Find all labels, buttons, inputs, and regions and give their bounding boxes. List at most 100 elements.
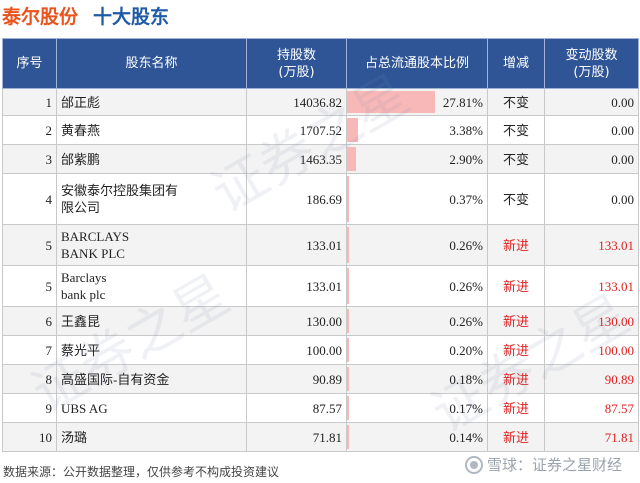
- holder-name-line2: BANK PLC: [61, 246, 125, 261]
- change-shares-cell: 90.89: [544, 364, 639, 394]
- table-header-row: 序号 股东名称 持股数 (万股) 占总流通股本比例 增减 变动股数 (万股): [2, 38, 639, 89]
- ratio-value: 0.26%: [449, 313, 483, 329]
- table-row: 2 黄春燕 1707.52 3.38% 不变 0.00: [2, 115, 639, 145]
- ratio-cell: 0.26%: [346, 265, 488, 307]
- rank-cell: 5: [2, 224, 57, 266]
- ratio-value: 0.17%: [449, 400, 483, 416]
- change-shares-cell: 0.00: [544, 115, 639, 145]
- ratio-value: 0.26%: [449, 278, 483, 294]
- ratio-value: 0.18%: [449, 371, 483, 387]
- shares-cell: 90.89: [246, 364, 347, 394]
- ratio-bar: [347, 338, 349, 362]
- header-change-shares: 变动股数 (万股): [544, 38, 639, 89]
- ratio-value: 0.14%: [449, 429, 483, 445]
- change-cell: 不变: [487, 88, 545, 116]
- rank-cell: 5: [2, 265, 57, 307]
- rank-cell: 6: [2, 306, 57, 336]
- change-shares-cell: 133.01: [544, 224, 639, 266]
- change-cell: 新进: [487, 224, 545, 266]
- change-shares-cell: 87.57: [544, 393, 639, 423]
- change-cell: 新进: [487, 335, 545, 365]
- table-row: 7 蔡光平 100.00 0.20% 新进 100.00: [2, 335, 639, 365]
- ratio-cell: 0.17%: [346, 393, 488, 423]
- change-cell: 新进: [487, 422, 545, 452]
- table-row: 3 邰紫鹏 1463.35 2.90% 不变 0.00: [2, 144, 639, 174]
- table-row: 5 Barclays bank plc 133.01 0.26% 新进 133.01: [2, 265, 639, 307]
- snowball-logo-icon: [464, 455, 483, 474]
- ratio-cell: 0.20%: [346, 335, 488, 365]
- shares-cell: 186.69: [246, 173, 347, 225]
- section-title: 十大股东: [93, 6, 170, 28]
- ratio-cell: 0.37%: [346, 173, 488, 225]
- header-shares-line2: (万股): [278, 64, 315, 80]
- rank-cell: 10: [2, 422, 57, 452]
- ratio-bar: [347, 425, 349, 449]
- title-bar: 泰尔股份 十大股东: [0, 0, 640, 36]
- company-title: 泰尔股份: [2, 6, 79, 28]
- table-row: 4 安徽泰尔控股集团有 限公司 186.69 0.37% 不变 0.00: [2, 173, 639, 225]
- holder-name-cell: 邰紫鹏: [56, 144, 247, 174]
- shares-cell: 1463.35: [246, 144, 347, 174]
- holder-name-line2: bank plc: [61, 287, 106, 302]
- rank-cell: 3: [2, 144, 57, 174]
- shares-cell: 71.81: [246, 422, 347, 452]
- ratio-cell: 0.18%: [346, 364, 488, 394]
- ratio-value: 0.37%: [449, 191, 483, 207]
- header-change-shares-line1: 变动股数: [565, 47, 618, 63]
- ratio-bar: [347, 118, 358, 142]
- ratio-cell: 0.26%: [346, 306, 488, 336]
- shares-cell: 100.00: [246, 335, 347, 365]
- holder-name-line1: 安徽泰尔控股集团有: [61, 183, 179, 198]
- data-source-note: 数据来源：公开数据整理，仅供参考不构成投资建议: [3, 465, 280, 479]
- shares-cell: 130.00: [246, 306, 347, 336]
- top-ten-holders-table: 序号 股东名称 持股数 (万股) 占总流通股本比例 增减 变动股数 (万股) 1…: [2, 38, 639, 452]
- header-shares-line1: 持股数: [276, 47, 316, 63]
- change-cell: 新进: [487, 364, 545, 394]
- table-row: 9 UBS AG 87.57 0.17% 新进 87.57: [2, 393, 639, 423]
- ratio-cell: 3.38%: [346, 115, 488, 145]
- rank-cell: 9: [2, 393, 57, 423]
- brand-text: 雪球：证券之星财经: [486, 456, 622, 474]
- change-cell: 新进: [487, 265, 545, 307]
- rank-cell: 4: [2, 173, 57, 225]
- change-cell: 不变: [487, 144, 545, 174]
- shares-cell: 133.01: [246, 265, 347, 307]
- ratio-value: 27.81%: [442, 94, 483, 110]
- change-shares-cell: 71.81: [544, 422, 639, 452]
- header-shares: 持股数 (万股): [246, 38, 347, 89]
- rank-cell: 8: [2, 364, 57, 394]
- holder-name-line1: 黄春燕: [61, 122, 101, 138]
- change-cell: 不变: [487, 115, 545, 145]
- change-cell: 不变: [487, 173, 545, 225]
- table-row: 6 王鑫昆 130.00 0.26% 新进 130.00: [2, 306, 639, 336]
- holder-name-cell: BARCLAYS BANK PLC: [56, 224, 247, 266]
- holder-name-line1: BARCLAYS: [61, 229, 130, 244]
- header-name: 股东名称: [56, 38, 247, 89]
- holder-name-cell: 蔡光平: [56, 335, 247, 365]
- header-change-shares-line2: (万股): [573, 64, 610, 80]
- holder-name-cell: 邰正彪: [56, 88, 247, 116]
- header-rank: 序号: [2, 38, 57, 89]
- ratio-bar: [347, 309, 349, 333]
- holder-name-cell: 高盛国际-自有资金: [56, 364, 247, 394]
- ratio-value: 2.90%: [449, 151, 483, 167]
- holder-name-cell: 汤璐: [56, 422, 247, 452]
- ratio-bar: [347, 147, 357, 171]
- table-row: 5 BARCLAYS BANK PLC 133.01 0.26% 新进 133.01: [2, 224, 639, 266]
- holder-name-line1: 王鑫昆: [61, 313, 101, 329]
- ratio-bar: [347, 91, 435, 113]
- change-shares-cell: 0.00: [544, 144, 639, 174]
- rank-cell: 1: [2, 88, 57, 116]
- ratio-value: 3.38%: [449, 122, 483, 138]
- shares-cell: 133.01: [246, 224, 347, 266]
- table-row: 8 高盛国际-自有资金 90.89 0.18% 新进 90.89: [2, 364, 639, 394]
- holder-name-line1: 邰紫鹏: [61, 151, 101, 167]
- holder-name-line1: 蔡光平: [61, 342, 101, 358]
- ratio-bar: [347, 367, 349, 391]
- holder-name-cell: 王鑫昆: [56, 306, 247, 336]
- brand-watermark: 雪球：证券之星财经: [464, 454, 622, 475]
- ratio-bar: [347, 268, 349, 304]
- ratio-cell: 27.81%: [346, 88, 488, 116]
- holder-name-line1: 汤璐: [61, 429, 88, 445]
- ratio-cell: 0.26%: [346, 224, 488, 266]
